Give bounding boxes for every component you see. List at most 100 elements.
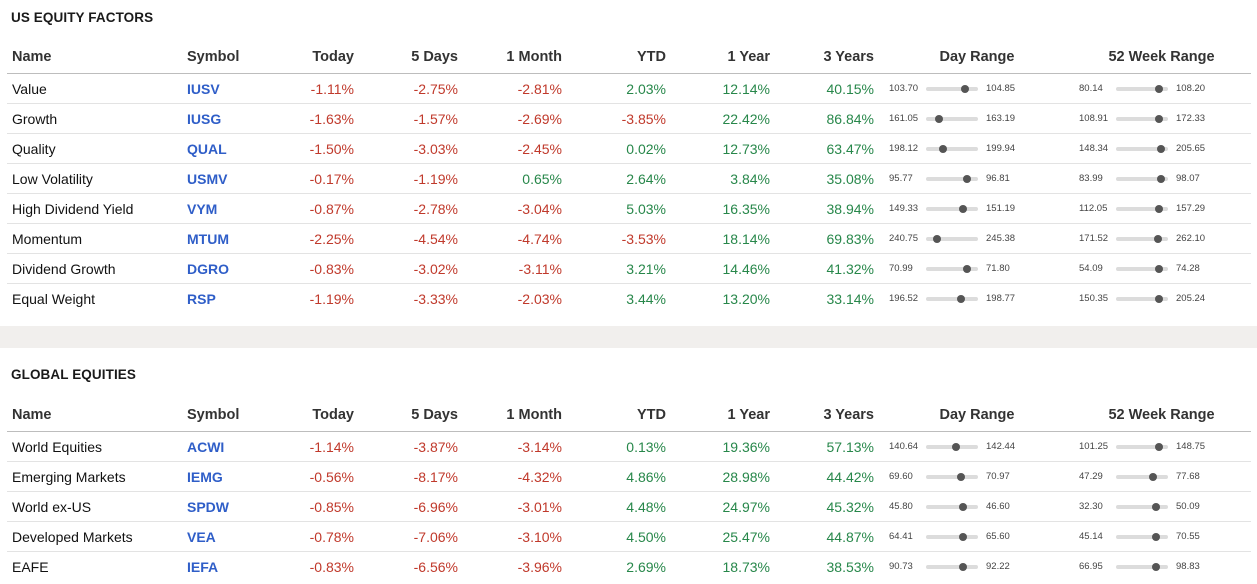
day-range-marker	[959, 502, 968, 511]
ytd-change: 4.86%	[570, 461, 674, 492]
day-range: 64.41 65.60	[882, 521, 1072, 552]
day-range-high: 104.85	[986, 83, 1016, 94]
table-row[interactable]: Low Volatility USMV -0.17% -1.19% 0.65% 2.64%…	[7, 163, 1251, 194]
52week-range-high: 77.68	[1176, 471, 1200, 482]
52week-range: 83.99 98.07	[1072, 163, 1251, 194]
symbol-link[interactable]: SPDW	[182, 491, 262, 522]
day-range: 103.70 104.85	[882, 73, 1072, 104]
table-row[interactable]: Quality QUAL -1.50% -3.03% -2.45% 0.02% 12.73%…	[7, 133, 1251, 164]
ytd-change: 2.69%	[626, 558, 666, 575]
day-range-bar	[926, 264, 978, 273]
52week-range-high: 262.10	[1176, 233, 1206, 244]
table-body: World Equities ACWI -1.14% -3.87% -3.14% 0.13…	[7, 431, 1251, 582]
row-name: Momentum	[7, 223, 182, 254]
5day-change: -8.17%	[362, 461, 466, 492]
symbol-link[interactable]: VYM	[182, 193, 262, 224]
section-title: GLOBAL EQUITIES	[11, 367, 137, 382]
col-header-symbol[interactable]: Symbol	[182, 398, 262, 432]
table-row[interactable]: Value IUSV -1.11% -2.75% -2.81% 2.03% 12.14% 40…	[7, 73, 1251, 104]
col-header-52week-range[interactable]: 52 Week Range	[1072, 40, 1251, 74]
col-header-3years[interactable]: 3 Years	[778, 40, 882, 74]
day-range-low: 90.73	[889, 561, 913, 572]
col-header-today[interactable]: Today	[262, 398, 362, 432]
day-range-low: 198.12	[889, 143, 919, 154]
row-name: Value	[7, 73, 182, 104]
52week-range-high: 172.33	[1176, 113, 1206, 124]
symbol-link[interactable]: QUAL	[182, 133, 262, 164]
symbol-link[interactable]: ACWI	[182, 431, 262, 462]
table-row[interactable]: Dividend Growth DGRO -0.83% -3.02% -3.11% 3.2…	[7, 253, 1251, 284]
col-header-1month[interactable]: 1 Month	[466, 398, 570, 432]
day-range-bar	[926, 294, 978, 303]
col-header-3years[interactable]: 3 Years	[778, 398, 882, 432]
today-change: -0.17%	[262, 163, 362, 194]
col-header-day-range[interactable]: Day Range	[882, 40, 1072, 74]
symbol-link[interactable]: MTUM	[182, 223, 262, 254]
1month-change: -3.04%	[466, 193, 570, 224]
table-row[interactable]: Momentum MTUM -2.25% -4.54% -4.74% -3.53% 18.1…	[7, 223, 1251, 254]
table-row[interactable]: Equal Weight RSP -1.19% -3.33% -2.03% 3.44% 13…	[7, 284, 1251, 314]
day-range-low: 161.05	[889, 113, 919, 124]
symbol-link[interactable]: RSP	[187, 290, 216, 307]
col-header-day-range[interactable]: Day Range	[882, 398, 1072, 432]
1year-change: 3.84%	[674, 163, 778, 194]
3year-change: 40.15%	[778, 73, 882, 104]
col-header-5days[interactable]: 5 Days	[362, 40, 466, 74]
52week-range: 148.34 205.65	[1072, 133, 1251, 164]
52week-range-low: 148.34	[1079, 143, 1109, 154]
day-range-high: 245.38	[986, 233, 1016, 244]
day-range-marker	[939, 144, 948, 153]
table-row[interactable]: Growth IUSG -1.63% -1.57% -2.69% -3.85% 22.42%…	[7, 103, 1251, 134]
52week-range-low: 47.29	[1079, 471, 1103, 482]
table-row[interactable]: Emerging Markets IEMG -0.56% -8.17% -4.32% 4.…	[7, 461, 1251, 492]
col-header-1year[interactable]: 1 Year	[674, 398, 778, 432]
5day-change: -1.19%	[362, 163, 466, 194]
symbol-link[interactable]: IEMG	[182, 461, 262, 492]
day-range-high: 198.77	[986, 293, 1016, 304]
52week-range-marker	[1153, 234, 1162, 243]
row-name: Quality	[7, 133, 182, 164]
table-row[interactable]: World ex-US SPDW -0.85% -6.96% -3.01% 4.48% 24…	[7, 491, 1251, 522]
symbol-link[interactable]: DGRO	[182, 253, 262, 284]
symbol-link[interactable]: IUSG	[182, 103, 262, 134]
3year-change: 35.08%	[778, 163, 882, 194]
row-name: EAFE	[12, 558, 49, 575]
col-header-name[interactable]: Name	[7, 40, 182, 74]
day-range-high: 163.19	[986, 113, 1016, 124]
52week-range: 101.25 148.75	[1072, 431, 1251, 462]
col-header-symbol[interactable]: Symbol	[182, 40, 262, 74]
today-change: -1.63%	[262, 103, 362, 134]
row-name: Developed Markets	[7, 521, 182, 552]
col-header-1month[interactable]: 1 Month	[466, 40, 570, 74]
day-range-high: 199.94	[986, 143, 1016, 154]
52week-range-low: 150.35	[1079, 293, 1109, 304]
col-header-today[interactable]: Today	[262, 40, 362, 74]
3year-change: 41.32%	[778, 253, 882, 284]
symbol-link[interactable]: USMV	[182, 163, 262, 194]
52week-range-marker	[1155, 114, 1164, 123]
symbol-link[interactable]: IEFA	[187, 558, 219, 575]
ytd-change: -3.53%	[570, 223, 674, 254]
52week-range-bar	[1116, 502, 1168, 511]
day-range-low: 45.80	[889, 501, 913, 512]
table-row[interactable]: Developed Markets VEA -0.78% -7.06% -3.10% 4.…	[7, 521, 1251, 552]
col-header-1year[interactable]: 1 Year	[674, 40, 778, 74]
52week-range-bar	[1116, 144, 1168, 153]
symbol-link[interactable]: IUSV	[182, 73, 262, 104]
symbol-link[interactable]: VEA	[182, 521, 262, 552]
table-row[interactable]: World Equities ACWI -1.14% -3.87% -3.14% 0.13…	[7, 431, 1251, 462]
col-header-52week-range[interactable]: 52 Week Range	[1072, 398, 1251, 432]
col-header-5days[interactable]: 5 Days	[362, 398, 466, 432]
col-header-ytd[interactable]: YTD	[570, 40, 674, 74]
1year-change: 24.97%	[674, 491, 778, 522]
table-row[interactable]: EAFE IEFA -0.83% -6.56% -3.96% 2.69% 18.73% 38.…	[7, 552, 1251, 582]
day-range-high: 96.81	[986, 173, 1010, 184]
day-range-bar	[926, 84, 978, 93]
table-header-row: Name Symbol Today 5 Days 1 Month YTD 1 Y…	[7, 40, 1251, 74]
52week-range-bar	[1116, 174, 1168, 183]
today-change: -0.87%	[262, 193, 362, 224]
table-row[interactable]: High Dividend Yield VYM -0.87% -2.78% -3.04%…	[7, 193, 1251, 224]
col-header-ytd[interactable]: YTD	[570, 398, 674, 432]
section-title: US EQUITY FACTORS	[11, 10, 154, 25]
col-header-name[interactable]: Name	[7, 398, 182, 432]
